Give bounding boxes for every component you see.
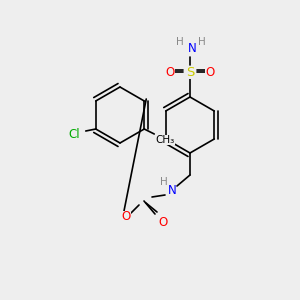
Text: O: O bbox=[122, 211, 130, 224]
Text: CH₃: CH₃ bbox=[156, 135, 175, 145]
Text: H: H bbox=[160, 177, 168, 187]
Text: H: H bbox=[176, 37, 184, 47]
Text: S: S bbox=[186, 65, 194, 79]
Text: O: O bbox=[206, 65, 214, 79]
Text: N: N bbox=[188, 41, 196, 55]
Text: Cl: Cl bbox=[68, 128, 80, 140]
Text: O: O bbox=[165, 65, 175, 79]
Text: N: N bbox=[168, 184, 176, 197]
Text: O: O bbox=[158, 215, 168, 229]
Text: H: H bbox=[198, 37, 206, 47]
